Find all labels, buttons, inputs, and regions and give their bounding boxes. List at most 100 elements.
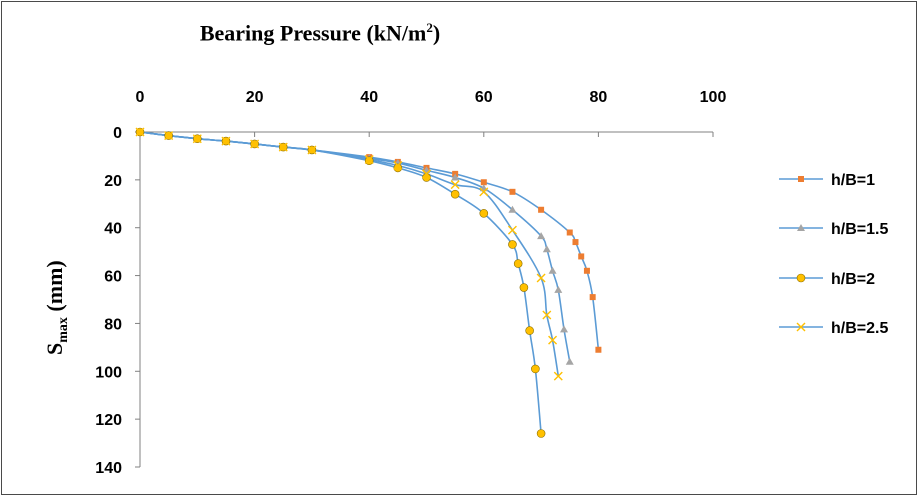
data-point — [364, 156, 374, 166]
y-tick-label: 100 — [95, 364, 122, 381]
title-text: Bearing Pressure (kN/m — [199, 20, 427, 46]
x-tick-label: 80 — [590, 89, 608, 106]
marker-stroke — [278, 142, 288, 152]
data-point — [479, 209, 489, 218]
data-point — [278, 142, 288, 152]
legend-label: h/B=2.5 — [831, 320, 888, 337]
data-point — [542, 245, 551, 253]
y-axis-label: Smax (mm) — [42, 260, 71, 355]
legend-marker — [796, 322, 806, 332]
data-point — [542, 310, 552, 320]
data-point — [250, 139, 260, 149]
title-end: ) — [432, 20, 441, 46]
data-point — [479, 184, 488, 192]
y-tick-label: 20 — [104, 173, 122, 190]
data-point — [554, 285, 563, 293]
legend-label: h/B=1 — [831, 172, 875, 189]
y-tick-label: 80 — [104, 316, 122, 333]
marker-stroke — [548, 335, 558, 345]
series-line-2 — [139, 131, 571, 362]
data-point — [595, 346, 602, 353]
data-point — [553, 371, 563, 381]
marker-stroke — [307, 145, 317, 155]
data-point — [536, 273, 546, 283]
y-tick-label: 40 — [104, 221, 122, 238]
marker-stroke — [221, 136, 231, 146]
data-point — [164, 131, 174, 141]
data-point — [509, 188, 516, 195]
data-point — [566, 229, 573, 236]
series-line-4 — [139, 131, 560, 377]
marker-stroke — [553, 371, 563, 381]
marker-stroke — [135, 127, 145, 137]
data-point — [393, 161, 403, 170]
data-point — [451, 173, 460, 181]
data-point — [589, 294, 596, 301]
data-point — [135, 127, 145, 137]
data-point — [560, 325, 569, 333]
data-point — [450, 189, 460, 199]
data-point — [531, 364, 540, 374]
data-point — [548, 266, 557, 274]
legend-marker — [796, 273, 806, 283]
y-label-sub: max — [56, 317, 71, 343]
y-tick-label: 60 — [104, 269, 122, 286]
series-line-3 — [139, 131, 542, 434]
data-point — [307, 145, 317, 155]
data-point — [507, 225, 517, 235]
y-tick-label: 140 — [95, 460, 122, 477]
series-layer — [135, 127, 602, 438]
marker-stroke — [536, 273, 546, 283]
legend-marker — [797, 224, 805, 231]
marker-stroke — [479, 187, 489, 197]
legend: h/B=1 h/B=1.5 h/B=2 h/B=2.5 — [779, 172, 888, 337]
data-point — [450, 180, 460, 190]
y-tick-label: 0 — [113, 125, 122, 142]
x-tick-label: 0 — [136, 89, 145, 106]
data-point — [508, 205, 517, 213]
data-point — [538, 206, 545, 213]
marker-stroke — [796, 322, 806, 332]
marker-stroke — [192, 134, 202, 144]
data-point — [583, 267, 590, 274]
x-tick-label: 40 — [360, 89, 378, 106]
marker-stroke — [507, 225, 517, 235]
marker-stroke — [364, 155, 374, 165]
marker-stroke — [393, 161, 403, 170]
data-point — [537, 232, 546, 240]
data-point — [548, 335, 558, 345]
y-label-unit: (mm) — [42, 260, 67, 317]
data-point — [221, 136, 231, 146]
data-point — [513, 259, 523, 268]
data-point — [536, 429, 546, 438]
data-point — [480, 179, 487, 186]
legend-marker — [798, 176, 804, 182]
chart-title: Bearing Pressure (kN/m2) — [140, 20, 500, 46]
x-tick-label: 60 — [475, 89, 493, 106]
marker-stroke — [542, 310, 552, 320]
data-point — [519, 283, 529, 292]
data-point — [364, 155, 374, 165]
x-tick-label: 20 — [246, 89, 264, 106]
data-point — [479, 187, 489, 197]
marker-stroke — [422, 169, 431, 179]
data-point — [565, 357, 574, 365]
data-point — [393, 163, 403, 173]
marker-stroke — [250, 139, 260, 149]
x-tick-label: 100 — [700, 89, 727, 106]
data-point — [508, 240, 517, 249]
data-point — [525, 326, 534, 335]
legend-label: h/B=1.5 — [831, 221, 888, 238]
marker-stroke — [450, 180, 460, 190]
data-point — [572, 239, 579, 246]
data-point — [422, 169, 431, 179]
axes: 0 20 40 60 80 100 0 20 40 60 80 100 120 140 — [95, 89, 726, 477]
y-tick-label: 120 — [95, 412, 122, 429]
title-superscript: 2 — [426, 20, 433, 35]
data-point — [578, 253, 585, 260]
y-label-main: S — [42, 343, 67, 355]
legend-label: h/B=2 — [831, 271, 875, 288]
marker-stroke — [164, 131, 174, 141]
